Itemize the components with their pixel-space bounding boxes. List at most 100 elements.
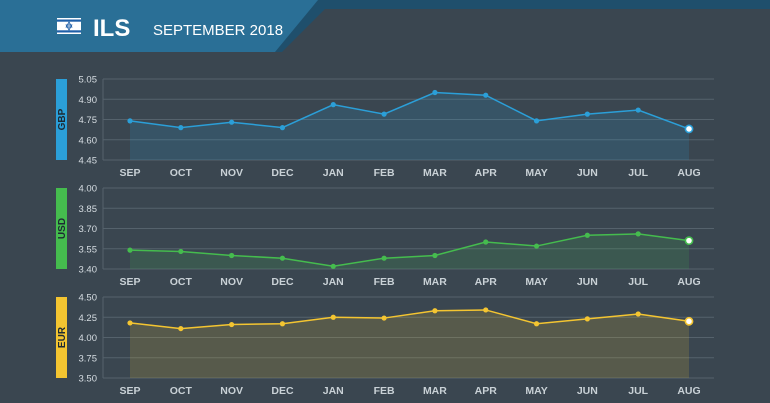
x-tick-label: DEC <box>271 276 294 288</box>
data-point <box>330 314 336 320</box>
series-label: EUR <box>57 326 68 348</box>
y-tick-label: 4.60 <box>79 135 98 146</box>
data-point <box>279 125 286 131</box>
chart-eur: EUR 4.50 4.25 4.00 3.75 3.50 SEP OCT NOV DEC JAN FE… <box>56 293 714 397</box>
x-tick-label: APR <box>475 167 498 179</box>
header-band: ILS SEPTEMBER 2018 <box>0 0 770 52</box>
series-line <box>129 91 690 130</box>
data-point <box>483 239 489 245</box>
data-point <box>584 316 590 322</box>
x-tick-label: FEB <box>374 385 395 397</box>
x-tick-label: OCT <box>170 167 193 179</box>
x-tick-label: JUL <box>628 276 648 288</box>
y-tick-label: 4.00 <box>79 333 98 344</box>
x-tick-label: DEC <box>271 167 294 179</box>
x-tick-label: SEP <box>119 167 140 179</box>
x-tick-label: FEB <box>374 167 395 179</box>
x-tick-label: DEC <box>271 385 294 397</box>
data-point <box>330 102 336 108</box>
data-point <box>381 255 387 261</box>
series-line <box>129 233 690 268</box>
x-tick-label: FEB <box>374 276 395 288</box>
data-point <box>584 232 590 238</box>
data-point <box>432 89 438 96</box>
chart-usd: USD 4.00 3.85 3.70 3.55 3.40 SEP OCT NOV DEC JAN FE… <box>56 184 714 288</box>
data-point <box>330 263 336 269</box>
currency-code: ILS <box>93 15 130 42</box>
y-tick-label: 4.75 <box>79 115 98 126</box>
x-tick-label: AUG <box>677 385 700 397</box>
x-tick-label: SEP <box>119 276 140 288</box>
y-tick-label: 4.45 <box>79 156 98 167</box>
data-point <box>635 231 641 237</box>
x-tick-label: JAN <box>323 276 344 288</box>
data-point <box>483 307 489 313</box>
series-badge <box>56 79 67 160</box>
y-tick-label: 3.50 <box>79 374 98 385</box>
data-point <box>127 247 133 253</box>
data-point <box>635 311 641 317</box>
x-tick-label: MAR <box>423 385 447 397</box>
y-tick-label: 3.40 <box>79 265 98 276</box>
x-tick-label: MAY <box>525 276 547 288</box>
x-tick-label: AUG <box>677 276 700 288</box>
data-point <box>584 111 590 117</box>
chart-gbp: GBP 5.05 4.90 4.75 4.60 4.45 SEP OCT NOV DEC JAN FE… <box>56 75 714 179</box>
x-tick-label: JUL <box>628 167 648 179</box>
x-tick-label: SEP <box>119 385 140 397</box>
data-point <box>533 118 540 124</box>
data-point <box>432 308 438 314</box>
data-point <box>533 243 540 249</box>
series-badge <box>56 297 67 378</box>
israel-flag-icon <box>57 18 81 34</box>
x-tick-label: JUN <box>577 385 598 397</box>
x-tick-label: MAY <box>525 385 547 397</box>
x-tick-label: OCT <box>170 385 193 397</box>
series-line <box>129 309 690 330</box>
data-point <box>127 320 133 326</box>
x-tick-label: JAN <box>323 167 344 179</box>
charts-container: GBP 5.05 4.90 4.75 4.60 4.45 SEP OCT NOV DEC JAN FE… <box>56 75 714 397</box>
x-tick-label: MAR <box>423 276 447 288</box>
y-tick-label: 4.90 <box>79 95 98 106</box>
x-tick-label: APR <box>475 385 498 397</box>
series-label: USD <box>57 218 68 239</box>
series-area <box>130 233 689 269</box>
data-point <box>381 111 387 117</box>
data-point <box>684 236 694 246</box>
data-point <box>533 321 540 327</box>
y-tick-label: 3.85 <box>79 204 98 215</box>
data-point <box>178 325 184 332</box>
header-band-light <box>0 0 318 52</box>
y-tick-label: 3.70 <box>79 224 98 235</box>
y-tick-label: 4.00 <box>79 184 98 195</box>
x-tick-label: JAN <box>323 385 344 397</box>
x-tick-label: APR <box>475 276 498 288</box>
x-tick-label: AUG <box>677 167 700 179</box>
series-area <box>130 92 689 160</box>
data-point <box>279 321 286 327</box>
data-point <box>279 255 286 261</box>
data-point <box>432 252 438 259</box>
data-point <box>229 321 235 328</box>
x-tick-label: JUL <box>628 385 648 397</box>
data-point <box>178 125 184 131</box>
x-tick-label: OCT <box>170 276 193 288</box>
period-label: SEPTEMBER 2018 <box>153 22 283 39</box>
y-tick-label: 3.75 <box>79 353 98 364</box>
series-badge <box>56 188 67 269</box>
data-point <box>229 252 235 259</box>
y-tick-label: 3.55 <box>79 244 98 255</box>
data-point <box>381 315 387 321</box>
y-tick-label: 4.25 <box>79 313 98 324</box>
x-tick-label: MAR <box>423 167 447 179</box>
data-point <box>483 92 489 98</box>
data-point <box>684 316 694 326</box>
series-label: GBP <box>57 108 68 130</box>
data-point <box>229 119 235 125</box>
x-tick-label: JUN <box>577 276 598 288</box>
x-tick-label: NOV <box>220 276 243 288</box>
data-point <box>635 107 641 113</box>
x-tick-label: NOV <box>220 385 243 397</box>
